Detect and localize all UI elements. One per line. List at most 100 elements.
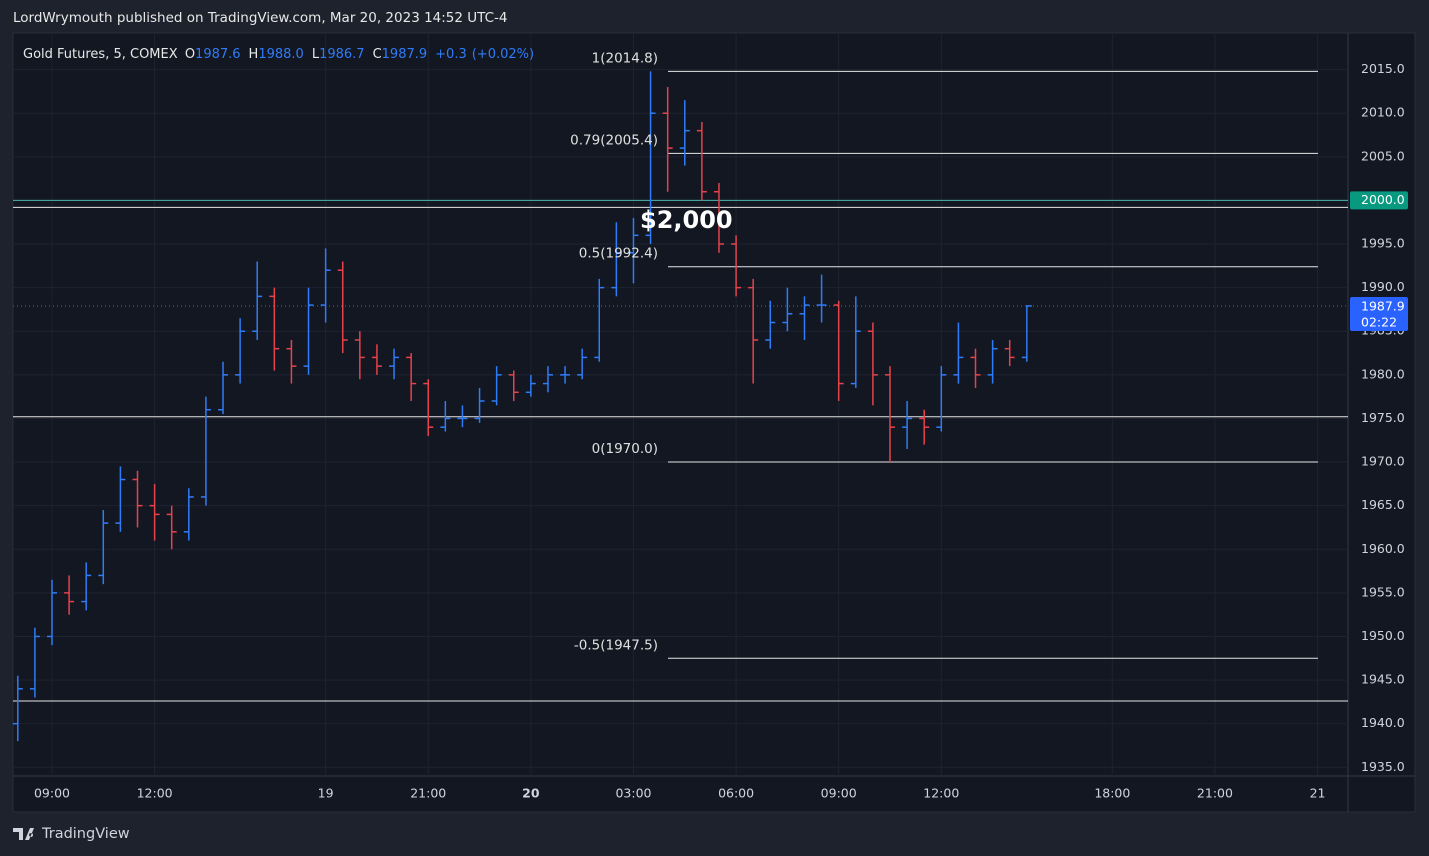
- brand-name: TradingView: [41, 826, 130, 842]
- ohlc-bar: [12, 675, 23, 742]
- y-tick-label: 1995.0: [1361, 236, 1405, 251]
- ohlc-bar: [867, 322, 878, 406]
- ohlc-bar: [713, 182, 724, 253]
- ohlc-bar: [560, 366, 571, 384]
- y-tick-label: 1960.0: [1361, 541, 1405, 556]
- ohlc-bar: [269, 287, 280, 371]
- y-tick-label: 1975.0: [1361, 410, 1405, 425]
- ohlc-bar: [816, 274, 827, 323]
- change: +0.3: [435, 47, 467, 62]
- y-tick-label: 2005.0: [1361, 148, 1405, 163]
- ohlc-bar: [525, 374, 536, 397]
- ohlc-bar: [953, 322, 964, 384]
- ohlc-bar: [1021, 305, 1032, 362]
- ohlc-bar: [320, 248, 331, 323]
- y-tick-label: 1955.0: [1361, 584, 1405, 599]
- ohlc-bar: [200, 396, 211, 506]
- brand-logo: [13, 828, 34, 840]
- x-tick-label: 19: [318, 786, 334, 801]
- ohlc-bar: [594, 278, 605, 362]
- countdown: 02:22: [1361, 314, 1397, 329]
- y-tick-label: 2010.0: [1361, 105, 1405, 120]
- y-tick-label: 1980.0: [1361, 366, 1405, 381]
- ohlc-bar: [252, 261, 263, 340]
- x-tick-label: 21:00: [410, 786, 446, 801]
- ohlc-bar: [98, 510, 109, 585]
- ohlc-bar: [64, 575, 75, 615]
- ohlc-bar: [166, 505, 177, 550]
- ohlc-bar: [303, 287, 314, 375]
- x-tick-label: 09:00: [821, 786, 857, 801]
- ohlc-bar: [748, 278, 759, 384]
- ohlc-bar: [149, 483, 160, 541]
- x-tick-label: 06:00: [718, 786, 754, 801]
- ohlc-bar: [833, 300, 844, 402]
- last-price-label: 1987.9: [1361, 298, 1405, 313]
- y-tick-label: 1970.0: [1361, 454, 1405, 469]
- ohlc-bar: [902, 401, 913, 449]
- ohlc-bar: [406, 353, 417, 402]
- ohlc-bar: [765, 300, 776, 349]
- ohlc-bar: [423, 379, 434, 436]
- plot: [12, 33, 1348, 776]
- y-tick-label: 1950.0: [1361, 628, 1405, 643]
- ohlc-bar: [679, 100, 690, 166]
- fib-label: 0(1970.0): [592, 441, 658, 457]
- legend-value: 1988.0: [258, 47, 304, 62]
- fib-label: -0.5(1947.5): [574, 637, 658, 653]
- price-tag: [1350, 191, 1408, 210]
- ohlc-bar: [731, 235, 742, 297]
- ohlc-bar: [645, 71, 656, 245]
- x-tick-label: 09:00: [34, 786, 70, 801]
- ohlc-bar: [235, 318, 246, 384]
- y-tick-label: 1940.0: [1361, 715, 1405, 730]
- ohlc-bar: [29, 627, 40, 698]
- ohlc-bar: [132, 470, 143, 528]
- legend-key: L: [312, 47, 320, 62]
- y-tick-label: 1945.0: [1361, 672, 1405, 687]
- legend-value: 1986.7: [319, 47, 365, 62]
- ohlc-bar: [782, 287, 793, 332]
- brand: TradingView: [13, 826, 130, 842]
- ohlc-bar: [389, 348, 400, 380]
- ohlc-bar: [628, 217, 639, 284]
- ohlc-bar: [354, 331, 365, 380]
- annotation: $2,000: [640, 206, 733, 234]
- ohlc-bar: [46, 579, 57, 646]
- ohlc-bar: [919, 409, 930, 445]
- y-tick-label: 1990.0: [1361, 279, 1405, 294]
- ohlc-bar: [577, 348, 588, 380]
- last-price-tag: [1350, 296, 1408, 331]
- x-tick-label: 12:00: [923, 786, 959, 801]
- legend-key: H: [249, 47, 259, 62]
- legend-value: 1987.6: [195, 47, 241, 62]
- ohlc-bar: [508, 370, 519, 402]
- y-tick-label: 1965.0: [1361, 497, 1405, 512]
- x-tick-label: 12:00: [137, 786, 173, 801]
- header: LordWrymouth published on TradingView.co…: [13, 10, 508, 26]
- fib-label: 1(2014.8): [592, 50, 658, 66]
- change-pct: (+0.02%): [472, 47, 534, 62]
- ohlc-bar: [1004, 339, 1015, 367]
- ohlc-bar: [662, 87, 673, 192]
- price-tag-label: 2000.0: [1361, 192, 1405, 207]
- legend-key: O: [185, 47, 195, 62]
- x-tick-label: 21:00: [1197, 786, 1233, 801]
- ohlc-bar: [987, 339, 998, 384]
- ohlc-bar: [337, 261, 348, 354]
- ohlc-bar: [457, 405, 468, 428]
- ohlc-bar: [970, 348, 981, 388]
- ohlc-bar: [542, 366, 553, 393]
- fib-label: 0.79(2005.4): [570, 132, 658, 148]
- ohlc-bar: [183, 488, 194, 541]
- ohlc-bar: [850, 296, 861, 388]
- legend: Gold Futures, 5, COMEX O1987.6 H1988.0 L198…: [23, 47, 534, 62]
- ohlc-bar: [696, 121, 707, 201]
- x-tick-label: 21: [1310, 786, 1326, 801]
- chart-panel: [12, 32, 1416, 813]
- legend-key: C: [373, 47, 382, 62]
- y-tick-label: 1935.0: [1361, 759, 1405, 774]
- ohlc-bar: [286, 339, 297, 384]
